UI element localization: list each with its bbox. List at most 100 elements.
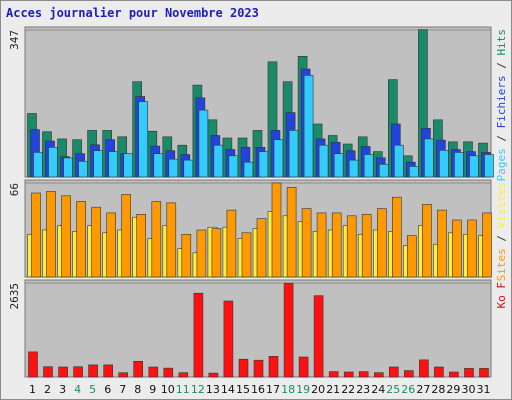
top-bar-pages-8 (138, 101, 148, 178)
bottom-bar-ko-f-30 (464, 368, 474, 378)
x-tick-label-7: 7 (119, 383, 126, 396)
middle-legend-part-1: / (495, 228, 508, 248)
middle-bar-sites-20 (316, 212, 327, 278)
x-tick-label-26: 26 (401, 383, 415, 396)
x-tick-label-1: 1 (29, 383, 36, 396)
top-bar-pages-1 (33, 152, 43, 178)
x-tick-label-20: 20 (311, 383, 325, 396)
bottom-legend-part-0: Ko F (495, 282, 508, 309)
top-bar-pages-19 (303, 75, 314, 178)
middle-bar-sites-30 (467, 219, 477, 278)
x-tick-label-15: 15 (236, 383, 250, 396)
top-bar-pages-2 (48, 147, 58, 178)
bottom-bar-ko-f-7 (118, 372, 128, 378)
top-bar-pages-13 (213, 144, 224, 178)
middle-legend-part-0: Sites (495, 248, 508, 281)
middle-bar-sites-24 (376, 208, 387, 278)
bottom-bar-ko-f-19 (298, 356, 309, 378)
bottom-bar-ko-f-13 (208, 372, 219, 378)
middle-bar-sites-27 (422, 204, 432, 278)
x-tick-label-6: 6 (104, 383, 111, 396)
middle-bar-sites-28 (437, 209, 447, 278)
bottom-bar-ko-f-29 (449, 371, 459, 378)
middle-bar-sites-19 (301, 208, 312, 278)
middle-bar-sites-6 (106, 212, 116, 278)
middle-bar-sites-1 (31, 192, 41, 278)
top-bar-pages-23 (363, 154, 374, 178)
middle-bar-sites-4 (76, 201, 86, 278)
middle-bar-sites-13 (211, 228, 222, 278)
top-bar-pages-24 (378, 164, 389, 178)
top-bar-pages-20 (318, 144, 329, 178)
bottom-bar-ko-f-31 (479, 368, 489, 378)
top-bar-pages-4 (78, 161, 88, 178)
top-bar-pages-3 (63, 157, 73, 178)
top-bar-pages-15 (243, 161, 254, 178)
top-legend-part-4: Hits (495, 29, 508, 56)
bottom-bar-ko-f-1 (28, 351, 38, 378)
top-bar-pages-18 (288, 130, 299, 178)
bottom-bar-ko-f-25 (388, 366, 399, 378)
x-tick-label-5: 5 (89, 383, 96, 396)
top-bar-pages-10 (168, 158, 179, 178)
bottom-bar-ko-f-10 (163, 367, 174, 378)
x-tick-label-16: 16 (251, 383, 265, 396)
top-legend-part-2: Fichiers (495, 75, 508, 128)
x-tick-label-29: 29 (446, 383, 460, 396)
top-bar-pages-22 (348, 159, 359, 178)
top-legend-part-0: Pages (495, 148, 508, 181)
middle-bar-sites-9 (151, 201, 162, 278)
middle-bar-sites-5 (91, 206, 101, 278)
bottom-bar-ko-f-6 (103, 364, 113, 378)
top-legend: Pages / Fichiers / Hits (495, 29, 508, 181)
x-tick-label-30: 30 (462, 383, 476, 396)
bottom-bar-ko-f-27 (419, 359, 429, 378)
bottom-bar-ko-f-8 (133, 360, 143, 378)
middle-bar-sites-15 (241, 232, 252, 278)
bottom-bar-ko-f-20 (313, 295, 324, 378)
bottom-bar-ko-f-14 (223, 300, 234, 378)
top-bar-pages-29 (454, 152, 464, 178)
top-bar-pages-6 (108, 151, 118, 178)
bottom-bar-ko-f-3 (58, 366, 68, 378)
x-tick-label-4: 4 (74, 383, 81, 396)
top-bar-pages-25 (393, 144, 404, 178)
x-tick-label-23: 23 (356, 383, 370, 396)
top-bar-pages-27 (424, 138, 434, 178)
bottom-bar-ko-f-26 (403, 370, 414, 378)
middle-bar-sites-22 (346, 215, 357, 278)
bottom-bar-ko-f-21 (328, 371, 339, 378)
bottom-legend: Ko F (495, 282, 508, 309)
x-tick-label-21: 21 (326, 383, 340, 396)
x-tick-label-25: 25 (386, 383, 400, 396)
top-bar-pages-31 (484, 154, 494, 178)
middle-bar-sites-8 (136, 214, 146, 278)
top-bar-pages-11 (183, 159, 194, 178)
middle-bar-sites-3 (61, 195, 71, 278)
middle-bar-sites-7 (121, 194, 131, 278)
top-legend-part-1: / (495, 128, 508, 148)
x-tick-label-19: 19 (296, 383, 310, 396)
top-bar-pages-28 (439, 150, 449, 178)
bottom-bar-ko-f-23 (358, 371, 369, 378)
chart-title: Acces journalier pour Novembre 2023 (6, 6, 259, 20)
bottom-bar-ko-f-18 (283, 282, 294, 378)
middle-bar-sites-18 (286, 187, 297, 278)
top-bar-pages-5 (93, 150, 103, 178)
x-tick-label-13: 13 (206, 383, 220, 396)
x-tick-label-31: 31 (477, 383, 491, 396)
x-tick-label-2: 2 (44, 383, 51, 396)
middle-bar-sites-10 (166, 202, 177, 278)
top-legend-part-3: / (495, 56, 508, 76)
x-tick-label-27: 27 (416, 383, 430, 396)
middle-bar-sites-21 (331, 212, 342, 278)
x-tick-label-8: 8 (134, 383, 141, 396)
x-tick-label-24: 24 (371, 383, 385, 396)
middle-bar-sites-14 (226, 209, 237, 278)
top-bar-pages-21 (333, 153, 344, 178)
x-tick-label-28: 28 (431, 383, 445, 396)
bottom-max-label: 2635 (8, 283, 21, 310)
top-bar-pages-9 (153, 153, 164, 178)
bottom-bar-ko-f-12 (193, 292, 204, 378)
